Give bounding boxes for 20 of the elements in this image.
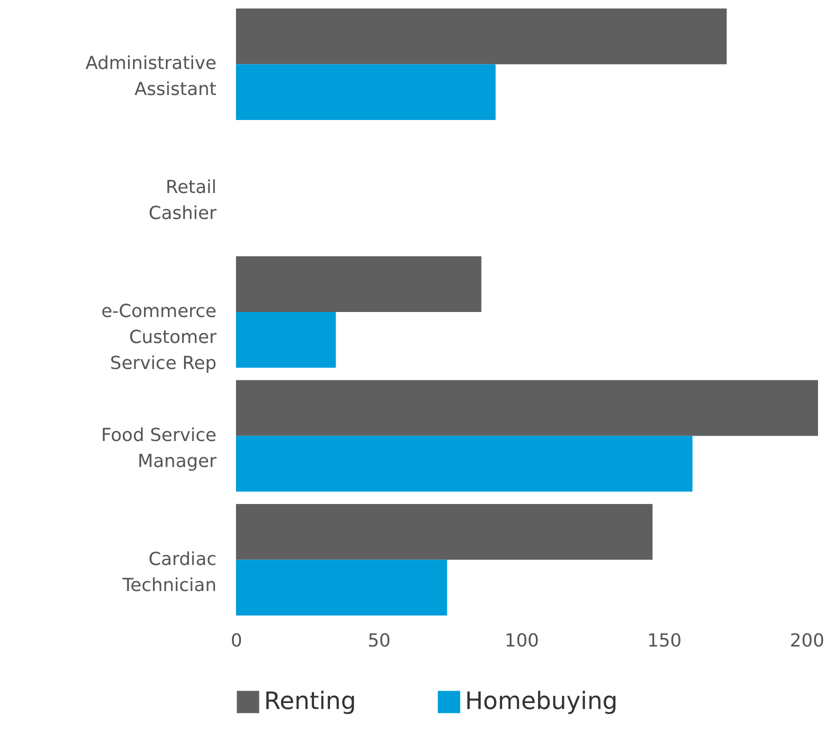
legend-label: Homebuying bbox=[465, 687, 618, 715]
bar bbox=[236, 560, 448, 616]
y-tick-label: Food Service Manager bbox=[101, 424, 218, 472]
y-tick-label: e-Commerce Customer Service Rep bbox=[101, 301, 218, 374]
y-tick-label: Retail Cashier bbox=[148, 177, 218, 224]
x-tick-label: 50 bbox=[368, 630, 391, 652]
legend-label: Renting bbox=[264, 687, 356, 715]
bar bbox=[236, 436, 692, 492]
y-tick-label: Administrative Assistant bbox=[85, 53, 216, 100]
bar bbox=[236, 64, 496, 120]
y-tick-label: Cardiac Technician bbox=[121, 548, 216, 596]
x-tick-label: 150 bbox=[647, 630, 682, 652]
bar bbox=[236, 504, 653, 560]
bar bbox=[236, 312, 336, 368]
bar bbox=[236, 380, 818, 436]
x-tick-label: 100 bbox=[504, 630, 539, 652]
x-tick-label: 200 bbox=[790, 630, 824, 652]
bar bbox=[236, 256, 482, 312]
x-tick-label: 0 bbox=[230, 630, 242, 652]
bar bbox=[236, 8, 727, 64]
